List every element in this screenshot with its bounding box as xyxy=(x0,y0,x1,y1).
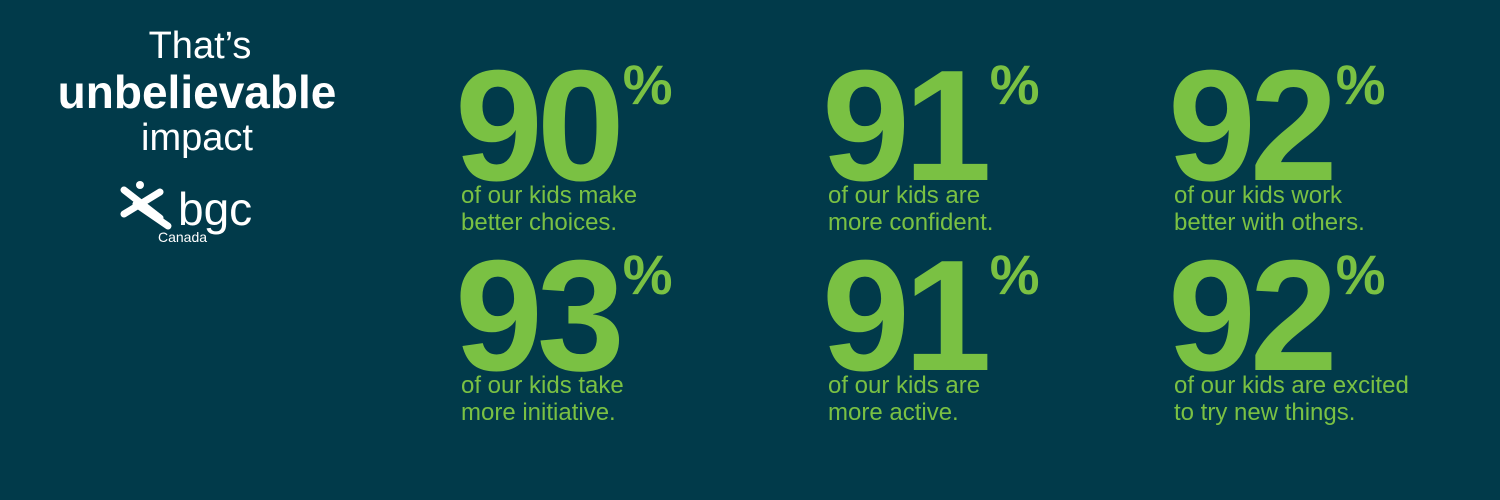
stat-description: more active. xyxy=(828,399,959,426)
stat-value: 90 xyxy=(455,38,619,214)
stat-description: of our kids work xyxy=(1174,182,1343,209)
stat-value: 91 xyxy=(822,228,988,404)
stat-description: to try new things. xyxy=(1174,399,1355,426)
stat-unit: % xyxy=(1336,243,1386,306)
stat-unit: % xyxy=(623,243,673,306)
logo-name: bgc xyxy=(178,183,252,235)
header-line: unbelievable xyxy=(58,66,337,118)
stat-description: of our kids take xyxy=(461,372,624,399)
stat-description: of our kids are xyxy=(828,182,980,209)
stat-description: more confident. xyxy=(828,209,993,236)
stat-value: 91 xyxy=(822,38,988,214)
stat-unit: % xyxy=(1336,53,1386,116)
stat-description: of our kids make xyxy=(461,182,637,209)
stat-value: 92 xyxy=(1168,228,1332,404)
logo-subtitle: Canada xyxy=(158,229,207,245)
stat-description: more initiative. xyxy=(461,399,616,426)
stat-unit: % xyxy=(990,53,1040,116)
stat-value: 92 xyxy=(1168,38,1332,214)
stat-description: better with others. xyxy=(1174,209,1365,236)
stat-unit: % xyxy=(990,243,1040,306)
stat-description: of our kids are xyxy=(828,372,980,399)
stat-unit: % xyxy=(623,53,673,116)
stat-description: better choices. xyxy=(461,209,617,236)
logo-icon xyxy=(120,181,172,230)
header-line: impact xyxy=(141,117,253,159)
header-line: That’s xyxy=(149,25,252,67)
stat-description: of our kids are excited xyxy=(1174,372,1409,399)
stat-value: 93 xyxy=(455,228,620,404)
